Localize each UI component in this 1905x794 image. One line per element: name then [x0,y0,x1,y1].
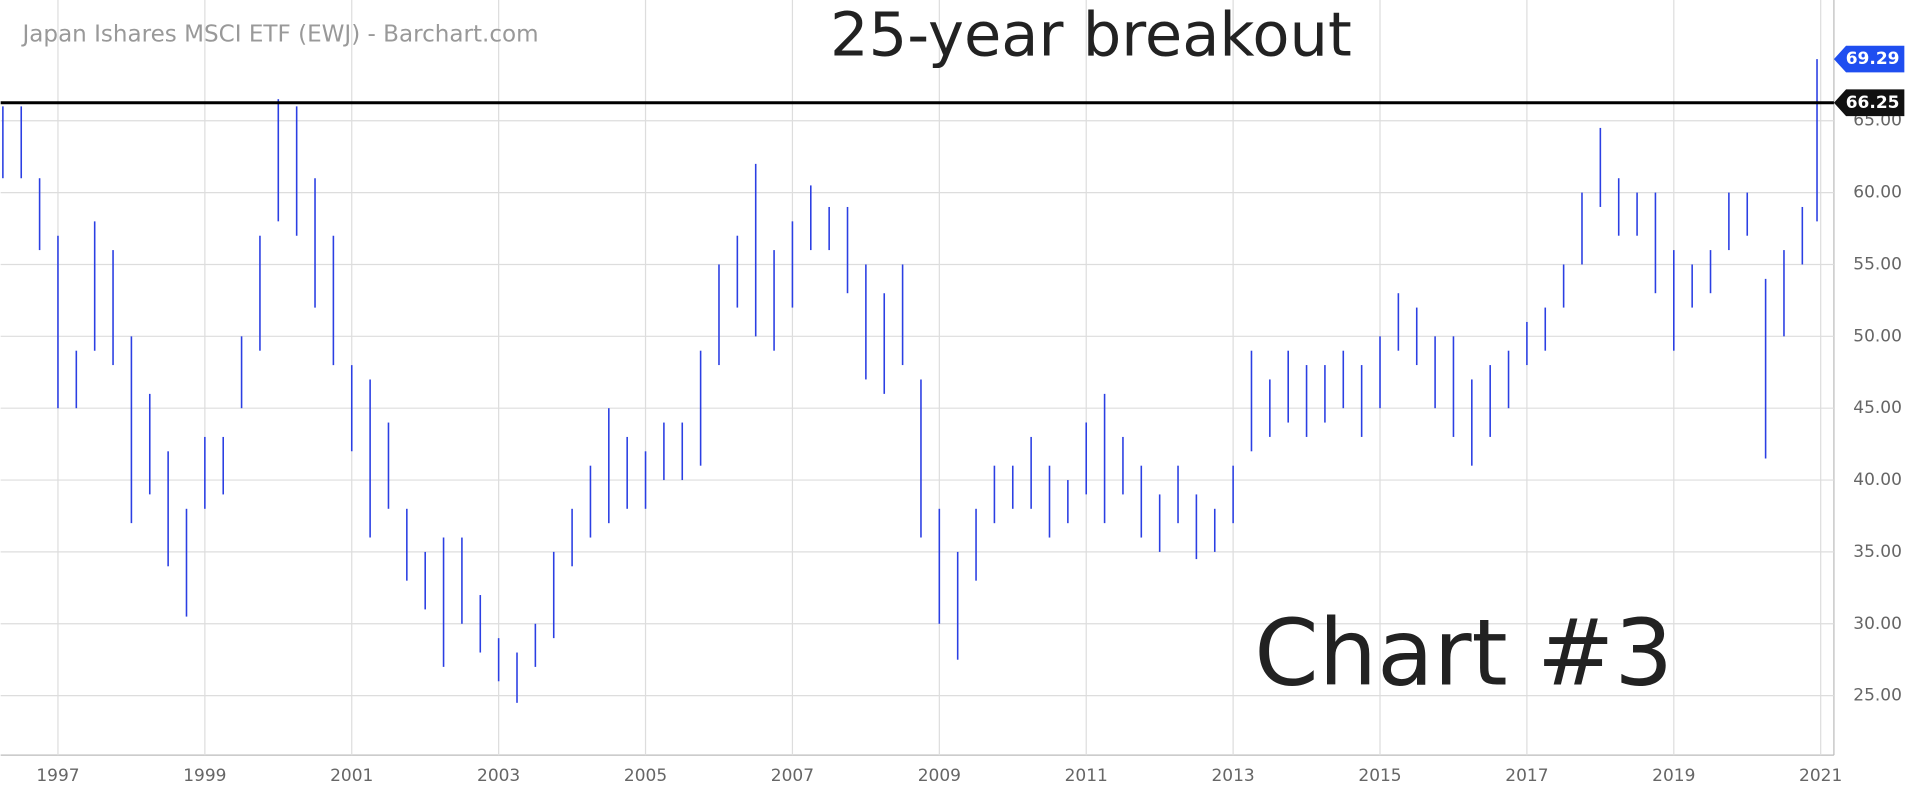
grid [0,0,1834,756]
chart-title: Japan Ishares MSCI ETF (EWJ) - Barchart.… [21,22,539,48]
x-tick-label: 2009 [918,766,961,786]
annotation: 25-year breakout [830,0,1352,70]
y-tick-label: 30.00 [1853,614,1902,634]
x-tick-label: 2013 [1211,766,1254,786]
x-tick-label: 2015 [1358,766,1401,786]
y-tick-label: 55.00 [1853,254,1902,274]
x-tick-label: 2017 [1505,766,1548,786]
x-tick-label: 2021 [1799,766,1842,786]
y-tick-label: 60.00 [1853,183,1902,203]
x-tick-label: 1999 [183,766,226,786]
y-tick-label: 40.00 [1853,470,1902,490]
x-tick-label: 2019 [1652,766,1695,786]
x-tick-label: 2011 [1065,766,1108,786]
y-tick-label: 35.00 [1853,542,1902,562]
x-tick-label: 2005 [624,766,667,786]
bars [2,59,1818,703]
x-tick-label: 2007 [771,766,814,786]
y-tick-label: 45.00 [1853,398,1902,418]
price-tag [1833,89,1905,117]
x-tick-label: 2001 [330,766,373,786]
x-tick-label: 1997 [36,766,79,786]
last-price-label: 69.29 [1846,49,1900,69]
x-tick-label: 2003 [477,766,520,786]
annotation: Chart #3 [1254,599,1673,707]
last-price-tag [1833,45,1905,73]
price-tag-label: 66.25 [1846,93,1900,113]
y-tick-label: 25.00 [1853,686,1902,706]
y-tick-label: 50.00 [1853,326,1902,346]
